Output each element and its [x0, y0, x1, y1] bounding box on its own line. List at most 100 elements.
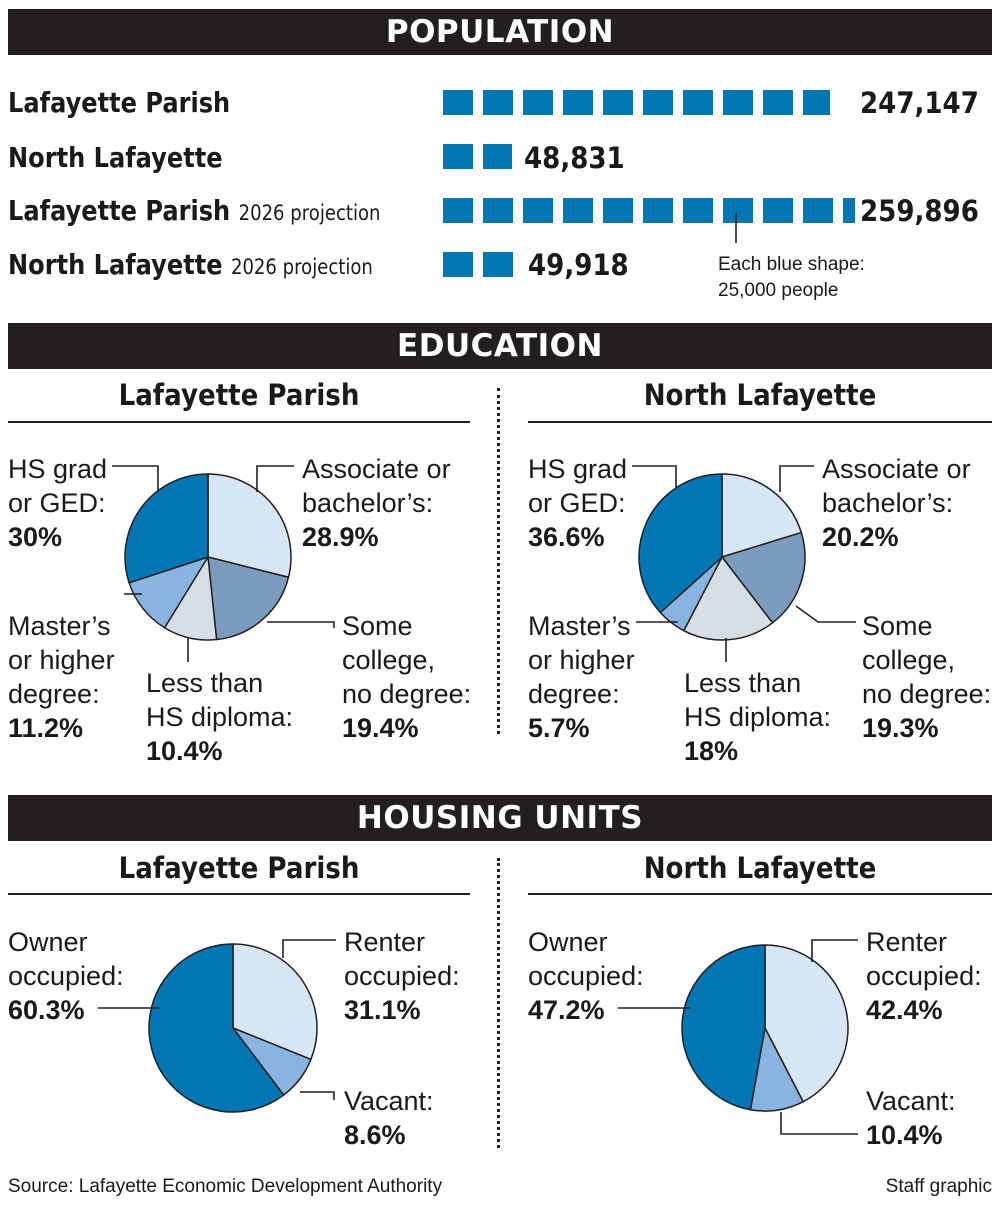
edu-right-assoc-l1: Associate or — [822, 454, 971, 484]
edu-right-some-pct: 19.3% — [862, 713, 939, 743]
housing-left-owner-pct: 60.3% — [8, 995, 85, 1025]
credit-note: Staff graphic — [885, 1176, 992, 1197]
edu-right-less-l1: Less than — [684, 668, 802, 698]
population-shape — [523, 198, 553, 223]
pop-row-2-label: North Lafayette — [8, 141, 223, 174]
edu-right-label-less: Less than HS diploma: 18% — [684, 666, 831, 768]
edu-right-title: North Lafayette — [643, 378, 877, 412]
population-shape — [483, 198, 513, 223]
pie-slice-hs-grad — [638, 473, 723, 614]
edu-left-masters-pct: 11.2% — [8, 713, 84, 743]
pop-row-2-value: 48,831 — [524, 141, 625, 175]
edu-right-hs-l1: HS grad — [528, 454, 628, 484]
edu-left-less-l1: Less than — [146, 668, 264, 698]
housing-left-rule — [8, 893, 470, 895]
leader-line-housing-left-vacant — [300, 1091, 335, 1100]
population-shape — [563, 198, 593, 223]
pop-row-1-value: 247,147 — [860, 86, 979, 120]
edu-right-less-pct: 18% — [684, 736, 739, 766]
pie-slice-renter — [232, 943, 318, 1061]
edu-left-label-masters: Master’s or higher degree: 11.2% — [8, 609, 115, 745]
edu-right-masters-pct: 5.7% — [528, 713, 590, 743]
edu-right-label-some: Some college, no degree: 19.3% — [862, 609, 991, 745]
housing-left-renter-pct: 31.1% — [344, 995, 421, 1025]
population-shape — [643, 90, 673, 115]
pop-row-3-note: 2026 projection — [238, 201, 381, 225]
housing-left-vacant-l1: Vacant: — [344, 1086, 434, 1116]
pie-slice-owner — [148, 943, 285, 1113]
housing-right-vacant-pct: 10.4% — [866, 1120, 943, 1150]
pie-slice-owner — [681, 944, 766, 1111]
pop-row-3-name: Lafayette Parish — [8, 194, 231, 227]
housing-right-renter-l1: Renter — [866, 927, 948, 957]
leader-line-housing-right-renter — [811, 939, 858, 962]
leader-line-edu-right-hs — [632, 465, 677, 488]
leader-line-housing-left-renter — [282, 939, 336, 958]
edu-left-label-assoc: Associate or bachelor’s: 28.9% — [302, 452, 451, 554]
population-header: POPULATION — [8, 9, 992, 55]
edu-right-less-l2: HS diploma: — [684, 702, 832, 732]
population-shape — [443, 144, 473, 169]
population-shape — [683, 198, 713, 223]
edu-right-label-hs: HS grad or GED: 36.6% — [528, 452, 627, 554]
housing-left-owner-l2: occupied: — [8, 961, 124, 991]
edu-left-title: Lafayette Parish — [118, 378, 360, 412]
population-shape — [603, 90, 633, 115]
edu-right-some-l3: no degree: — [862, 679, 992, 709]
pop-row-1-name: Lafayette Parish — [8, 86, 231, 119]
housing-right-vacant-l1: Vacant: — [866, 1086, 956, 1116]
housing-right-label-vacant: Vacant: 10.4% — [866, 1084, 956, 1152]
edu-left-less-l2: HS diploma: — [146, 702, 294, 732]
pie-slice-hs-grad — [124, 473, 209, 584]
population-shape-partial — [843, 198, 855, 223]
edu-left-rule — [8, 421, 470, 423]
pie-slice-some-college — [721, 531, 806, 624]
population-shape — [763, 198, 793, 223]
edu-left-some-l2: college, — [342, 645, 436, 675]
edu-right-assoc-l2: bachelor’s: — [822, 488, 954, 518]
edu-left-masters-l2: or higher — [8, 645, 115, 675]
population-shape — [443, 198, 473, 223]
housing-left-owner-l1: Owner — [8, 927, 88, 957]
pie-slice-less-than-hs — [683, 556, 774, 641]
edu-right-label-assoc: Associate or bachelor’s: 20.2% — [822, 452, 971, 554]
population-shape — [723, 90, 753, 115]
population-shape — [443, 90, 473, 115]
leader-line-edu-right-assoc — [779, 465, 814, 492]
edu-left-some-pct: 19.4% — [342, 713, 419, 743]
housing-header: HOUSING UNITS — [8, 795, 992, 841]
housing-right-label-renter: Renter occupied: 42.4% — [866, 925, 982, 1027]
population-shape — [723, 198, 753, 223]
pie-slice-some-college — [207, 556, 290, 641]
pop-row-4-label: North Lafayette 2026 projection — [8, 248, 373, 281]
edu-right-masters-l2: or higher — [528, 645, 635, 675]
edu-right-assoc-pct: 20.2% — [822, 522, 899, 552]
housing-left-label-renter: Renter occupied: 31.1% — [344, 925, 460, 1027]
pop-row-1-label: Lafayette Parish — [8, 86, 230, 119]
population-shape — [763, 90, 793, 115]
edu-right-hs-pct: 36.6% — [528, 522, 605, 552]
population-shape — [523, 90, 553, 115]
edu-left-hs-l2: or GED: — [8, 488, 106, 518]
edu-left-label-less: Less than HS diploma: 10.4% — [146, 666, 293, 768]
edu-right-some-l1: Some — [862, 611, 933, 641]
edu-right-label-masters: Master’s or higher degree: 5.7% — [528, 609, 635, 745]
population-shape — [803, 198, 833, 223]
housing-left-renter-l1: Renter — [344, 927, 426, 957]
edu-left-hs-pct: 30% — [8, 522, 63, 552]
housing-left-vacant-pct: 8.6% — [344, 1120, 406, 1150]
education-header: EDUCATION — [8, 323, 992, 369]
population-shape — [563, 90, 593, 115]
population-shape — [683, 90, 713, 115]
population-shape — [643, 198, 673, 223]
leader-line-edu-left-some — [267, 621, 335, 628]
shape-legend-line-2: 25,000 people — [718, 280, 839, 301]
edu-left-hs-l1: HS grad — [8, 454, 108, 484]
housing-right-renter-pct: 42.4% — [866, 995, 943, 1025]
leader-line-edu-left-assoc — [256, 465, 294, 492]
edu-left-assoc-pct: 28.9% — [302, 522, 379, 552]
pie-slice-associate — [721, 473, 803, 558]
edu-right-hs-l2: or GED: — [528, 488, 626, 518]
housing-right-owner-l1: Owner — [528, 927, 608, 957]
population-shape — [483, 90, 513, 115]
